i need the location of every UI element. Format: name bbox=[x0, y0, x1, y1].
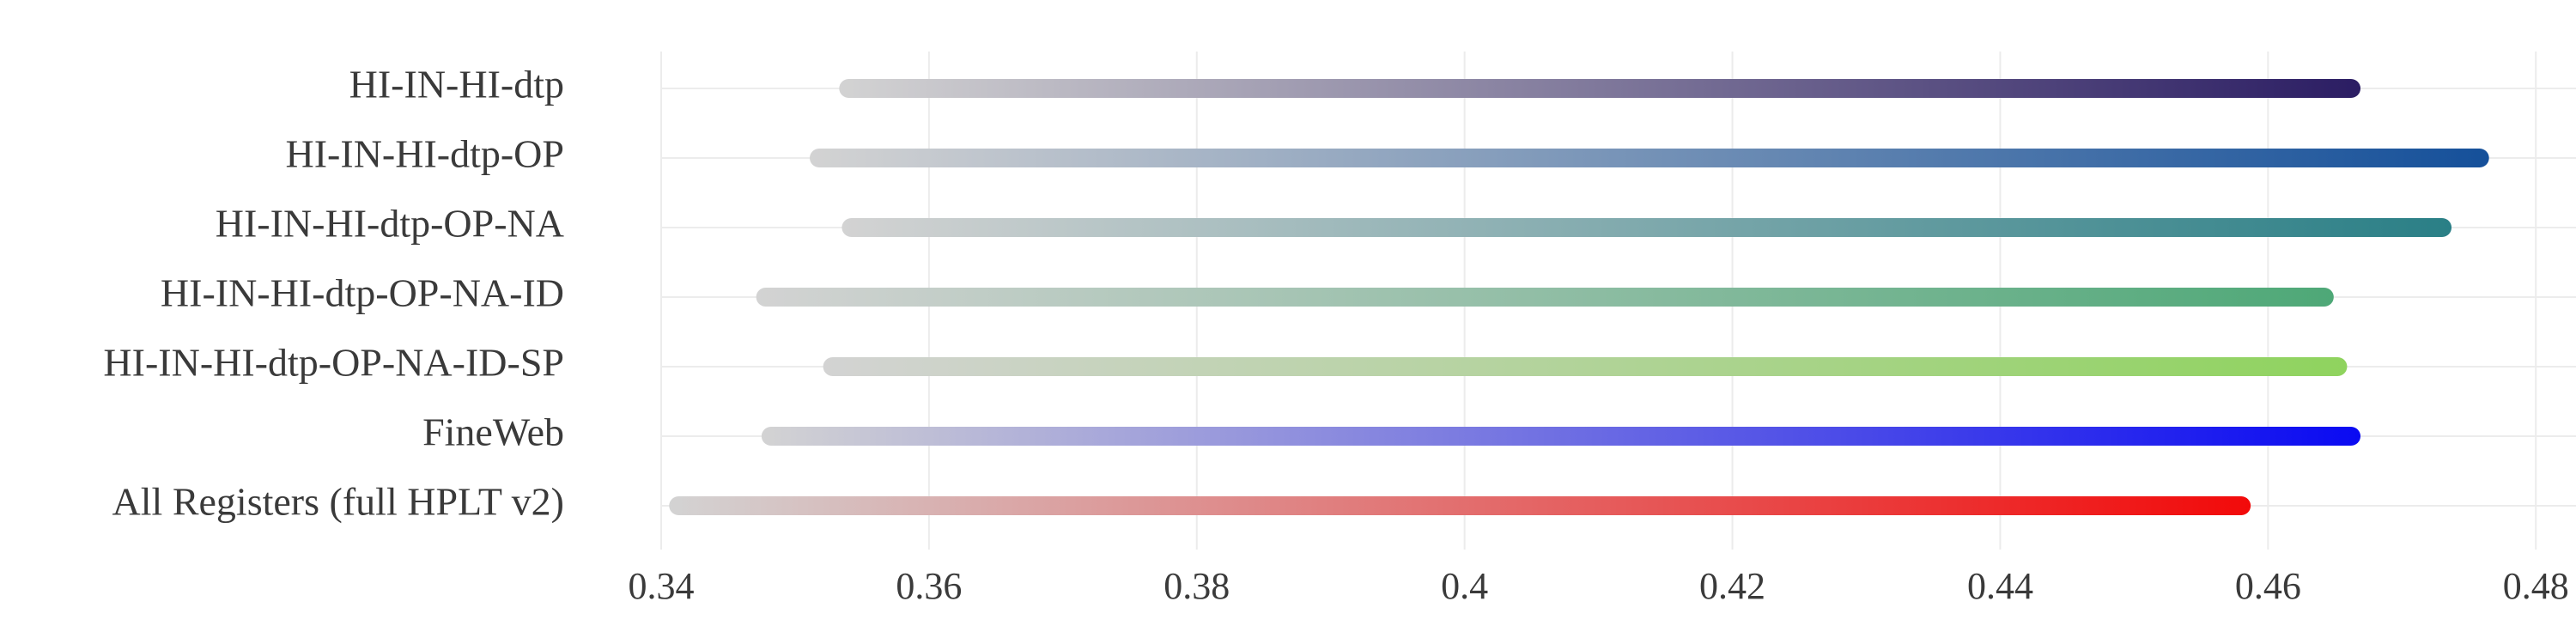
x-axis-ticks: 0.34 0.36 0.38 0.4 0.42 0.44 0.46 0.48 bbox=[629, 565, 2569, 607]
range-bar bbox=[756, 288, 2334, 307]
x-tick-label: 0.38 bbox=[1163, 565, 1230, 607]
bars bbox=[669, 79, 2489, 515]
range-bar bbox=[810, 149, 2489, 167]
category-label: HI-IN-HI-dtp bbox=[349, 63, 564, 106]
category-label: All Registers (full HPLT v2) bbox=[112, 480, 564, 524]
x-tick-label: 0.36 bbox=[896, 565, 962, 607]
x-tick-label: 0.34 bbox=[629, 565, 695, 607]
range-bar bbox=[839, 79, 2361, 98]
range-bar bbox=[823, 357, 2348, 376]
x-tick-label: 0.42 bbox=[1699, 565, 1765, 607]
category-labels: HI-IN-HI-dtp HI-IN-HI-dtp-OP HI-IN-HI-dtp-… bbox=[103, 63, 564, 524]
x-tick-label: 0.4 bbox=[1441, 565, 1488, 607]
x-tick-label: 0.48 bbox=[2503, 565, 2569, 607]
range-bar bbox=[669, 496, 2251, 515]
category-label: HI-IN-HI-dtp-OP-NA bbox=[216, 202, 564, 246]
x-tick-label: 0.44 bbox=[1967, 565, 2033, 607]
category-label: HI-IN-HI-dtp-OP-NA-ID bbox=[161, 271, 564, 315]
category-label: HI-IN-HI-dtp-OP-NA-ID-SP bbox=[103, 341, 564, 385]
range-bar bbox=[761, 427, 2361, 446]
x-tick-label: 0.46 bbox=[2235, 565, 2301, 607]
category-label: HI-IN-HI-dtp-OP bbox=[286, 132, 564, 176]
range-bar bbox=[841, 218, 2452, 237]
category-label: FineWeb bbox=[422, 410, 564, 454]
